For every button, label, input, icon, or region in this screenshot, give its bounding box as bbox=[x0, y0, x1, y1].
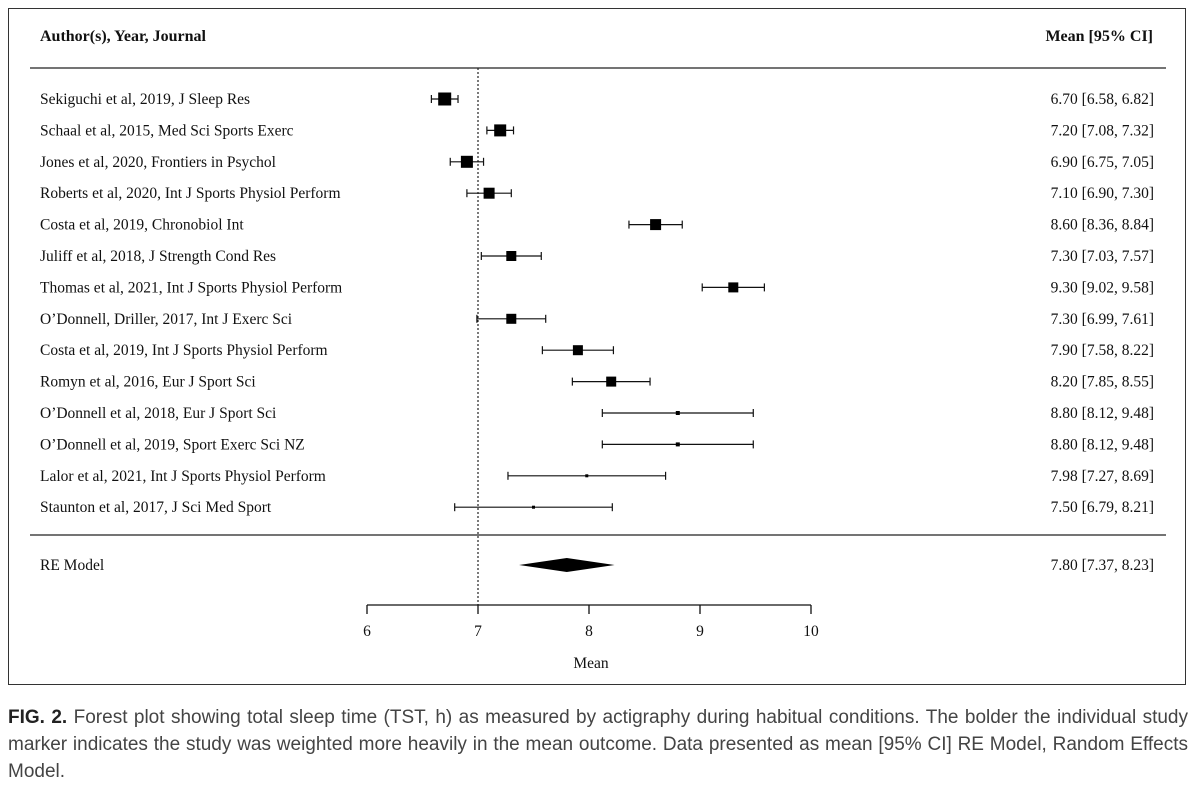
study-label: Sekiguchi et al, 2019, J Sleep Res bbox=[40, 91, 250, 108]
study-row: Thomas et al, 2021, Int J Sports Physiol… bbox=[40, 279, 1154, 296]
study-label: Costa et al, 2019, Int J Sports Physiol … bbox=[40, 342, 328, 359]
summary-label: RE Model bbox=[40, 557, 104, 574]
study-row: Schaal et al, 2015, Med Sci Sports Exerc… bbox=[40, 122, 1154, 139]
study-label: Thomas et al, 2021, Int J Sports Physiol… bbox=[40, 279, 342, 296]
study-row: Jones et al, 2020, Frontiers in Psychol 6… bbox=[40, 154, 1154, 171]
study-ci-text: 6.90 [6.75, 7.05] bbox=[1051, 154, 1154, 171]
x-tick-label: 8 bbox=[585, 623, 593, 640]
study-row: Sekiguchi et al, 2019, J Sleep Res 6.70 [… bbox=[40, 91, 1154, 108]
x-tick-label: 6 bbox=[363, 623, 371, 640]
study-row: Costa et al, 2019, Int J Sports Physiol … bbox=[40, 342, 1154, 359]
study-marker bbox=[532, 505, 535, 509]
study-label: Roberts et al, 2020, Int J Sports Physio… bbox=[40, 185, 341, 202]
study-ci-text: 7.10 [6.90, 7.30] bbox=[1051, 185, 1154, 202]
caption-fig-label: FIG. 2. bbox=[8, 707, 68, 728]
study-label: Jones et al, 2020, Frontiers in Psychol bbox=[40, 154, 276, 171]
study-label: O’Donnell et al, 2018, Eur J Sport Sci bbox=[40, 405, 277, 422]
study-marker bbox=[675, 411, 680, 415]
study-ci-text: 7.50 [6.79, 8.21] bbox=[1051, 499, 1154, 516]
study-ci-text: 8.60 [8.36, 8.84] bbox=[1051, 217, 1154, 234]
study-marker bbox=[585, 474, 589, 478]
study-row: O’Donnell et al, 2018, Eur J Sport Sci 8.… bbox=[40, 405, 1154, 422]
header-ci: Mean [95% CI] bbox=[1045, 28, 1153, 45]
study-ci-text: 7.20 [7.08, 7.32] bbox=[1051, 122, 1154, 139]
summary-diamond bbox=[519, 558, 615, 572]
study-ci-text: 8.80 [8.12, 9.48] bbox=[1051, 436, 1154, 453]
study-marker bbox=[650, 219, 662, 231]
study-marker bbox=[460, 155, 473, 168]
study-marker bbox=[506, 313, 517, 324]
caption-text: Forest plot showing total sleep time (TS… bbox=[8, 707, 1188, 782]
study-row: Lalor et al, 2021, Int J Sports Physiol … bbox=[40, 468, 1154, 485]
summary-ci-text: 7.80 [7.37, 8.23] bbox=[1051, 557, 1154, 574]
forest-plot: Author(s), Year, Journal Mean [95% CI] Se… bbox=[30, 28, 1166, 672]
study-label: Staunton et al, 2017, J Sci Med Sport bbox=[40, 499, 272, 516]
study-label: Schaal et al, 2015, Med Sci Sports Exerc bbox=[40, 122, 294, 139]
study-label: Romyn et al, 2016, Eur J Sport Sci bbox=[40, 374, 256, 391]
study-marker bbox=[572, 345, 583, 356]
study-label: Costa et al, 2019, Chronobiol Int bbox=[40, 217, 244, 234]
study-ci-text: 8.20 [7.85, 8.55] bbox=[1051, 374, 1154, 391]
study-marker bbox=[483, 187, 495, 199]
study-label: Lalor et al, 2021, Int J Sports Physiol … bbox=[40, 468, 326, 485]
study-row: Juliff et al, 2018, J Strength Cond Res 7… bbox=[40, 248, 1154, 265]
study-ci-text: 8.80 [8.12, 9.48] bbox=[1051, 405, 1154, 422]
study-row: Staunton et al, 2017, J Sci Med Sport 7.5… bbox=[40, 499, 1154, 516]
figure-frame bbox=[8, 8, 1186, 685]
study-marker bbox=[494, 124, 507, 137]
study-marker bbox=[606, 376, 617, 387]
study-ci-text: 7.30 [6.99, 7.61] bbox=[1051, 311, 1154, 328]
study-label: O’Donnell et al, 2019, Sport Exerc Sci N… bbox=[40, 436, 305, 453]
x-axis-label: Mean bbox=[573, 655, 609, 672]
study-ci-text: 9.30 [9.02, 9.58] bbox=[1051, 279, 1154, 296]
study-row: O’Donnell, Driller, 2017, Int J Exerc Sc… bbox=[40, 311, 1154, 328]
study-row: Roberts et al, 2020, Int J Sports Physio… bbox=[40, 185, 1154, 202]
study-row: Romyn et al, 2016, Eur J Sport Sci 8.20 [… bbox=[40, 374, 1154, 391]
study-ci-text: 7.98 [7.27, 8.69] bbox=[1051, 468, 1154, 485]
x-tick-label: 9 bbox=[696, 623, 704, 640]
study-row: Costa et al, 2019, Chronobiol Int 8.60 [8… bbox=[40, 217, 1154, 234]
header-study: Author(s), Year, Journal bbox=[40, 28, 206, 45]
study-marker bbox=[438, 92, 452, 106]
study-marker bbox=[506, 251, 517, 261]
study-ci-text: 7.90 [7.58, 8.22] bbox=[1051, 342, 1154, 359]
study-marker bbox=[675, 442, 680, 447]
study-row: O’Donnell et al, 2019, Sport Exerc Sci N… bbox=[40, 436, 1154, 453]
study-label: O’Donnell, Driller, 2017, Int J Exerc Sc… bbox=[40, 311, 293, 328]
figure-caption: FIG. 2. Forest plot showing total sleep … bbox=[8, 704, 1188, 785]
study-marker bbox=[728, 282, 739, 293]
study-label: Juliff et al, 2018, J Strength Cond Res bbox=[40, 248, 276, 265]
x-tick-label: 10 bbox=[803, 623, 819, 640]
study-ci-text: 6.70 [6.58, 6.82] bbox=[1051, 91, 1154, 108]
x-tick-label: 7 bbox=[474, 623, 482, 640]
study-ci-text: 7.30 [7.03, 7.57] bbox=[1051, 248, 1154, 265]
